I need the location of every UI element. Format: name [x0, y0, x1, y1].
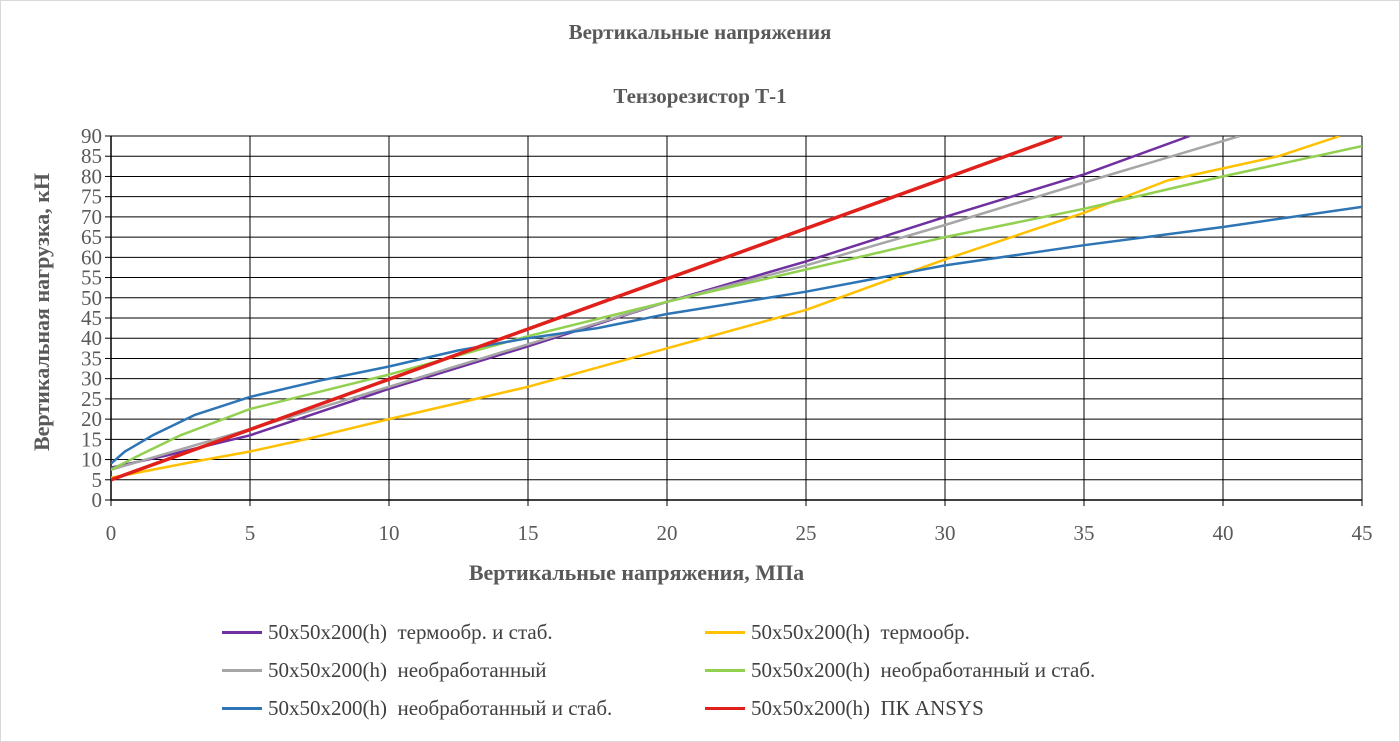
y-tick-label: 85	[81, 144, 102, 168]
series-line	[111, 136, 1191, 469]
legend-label: 50x50x200(h) ПК ANSYS	[751, 695, 984, 720]
legend-swatch	[705, 630, 745, 634]
y-tick-label: 75	[81, 185, 102, 209]
legend-item: 50x50x200(h) термообр. и стаб.	[222, 617, 553, 647]
chart-subtitle: Тензорезистор Т-1	[613, 84, 787, 108]
legend-swatch	[222, 706, 262, 710]
x-tick-label: 35	[1074, 521, 1095, 545]
x-tick-label: 5	[245, 521, 256, 545]
legend-label: 50x50x200(h) термообр.	[751, 619, 970, 644]
y-tick-label: 55	[81, 266, 102, 290]
legend-label: 50x50x200(h) необработанный	[268, 657, 547, 682]
legend-swatch	[705, 668, 745, 672]
x-axis-label: Вертикальные напряжения, МПа	[469, 560, 804, 585]
y-tick-label: 65	[81, 225, 102, 249]
legend-label: 50x50x200(h) необработанный и стаб.	[268, 695, 613, 720]
series-line	[111, 136, 1341, 480]
y-tick-label: 5	[92, 468, 103, 492]
y-tick-label: 45	[81, 306, 102, 330]
y-tick-label: 40	[81, 326, 102, 350]
chart-legend: 50x50x200(h) термообр. и стаб. 50x50x200…	[0, 612, 1400, 737]
x-tick-label: 15	[518, 521, 539, 545]
legend-label: 50x50x200(h) термообр. и стаб.	[268, 619, 553, 644]
y-tick-label: 25	[81, 387, 102, 411]
y-tick-label: 15	[81, 427, 102, 451]
y-tick-label: 35	[81, 346, 102, 370]
chart-title: Вертикальные напряжения	[568, 20, 832, 44]
legend-swatch	[222, 630, 262, 634]
legend-item: 50x50x200(h) необработанный и стаб.	[705, 655, 1095, 685]
y-tick-label: 10	[81, 448, 102, 472]
x-tick-label: 45	[1352, 521, 1373, 545]
legend-swatch	[705, 706, 745, 710]
x-tick-label: 20	[657, 521, 678, 545]
y-axis-label: Вертикальная нагрузка, кН	[29, 173, 54, 451]
y-tick-label: 50	[81, 286, 102, 310]
y-tick-label: 70	[81, 205, 102, 229]
legend-item: 50x50x200(h) ПК ANSYS	[705, 693, 984, 723]
legend-label: 50x50x200(h) необработанный и стаб.	[751, 657, 1096, 682]
series-line	[111, 144, 1362, 471]
y-tick-label: 30	[81, 367, 102, 391]
legend-swatch	[222, 668, 262, 672]
y-tick-label: 80	[81, 164, 102, 188]
x-tick-label: 40	[1213, 521, 1234, 545]
series-line	[111, 205, 1362, 465]
y-tick-label: 20	[81, 407, 102, 431]
legend-item: 50x50x200(h) необработанный	[222, 655, 547, 685]
x-tick-label: 30	[935, 521, 956, 545]
legend-item: 50x50x200(h) необработанный и стаб.	[222, 693, 612, 723]
x-tick-label: 10	[379, 521, 400, 545]
series-line	[111, 136, 1063, 482]
y-tick-label: 60	[81, 245, 102, 269]
x-tick-label: 25	[796, 521, 817, 545]
legend-item: 50x50x200(h) термообр.	[705, 617, 970, 647]
y-tick-label: 0	[92, 488, 103, 512]
x-tick-label: 0	[106, 521, 117, 545]
y-tick-label: 90	[81, 124, 102, 148]
